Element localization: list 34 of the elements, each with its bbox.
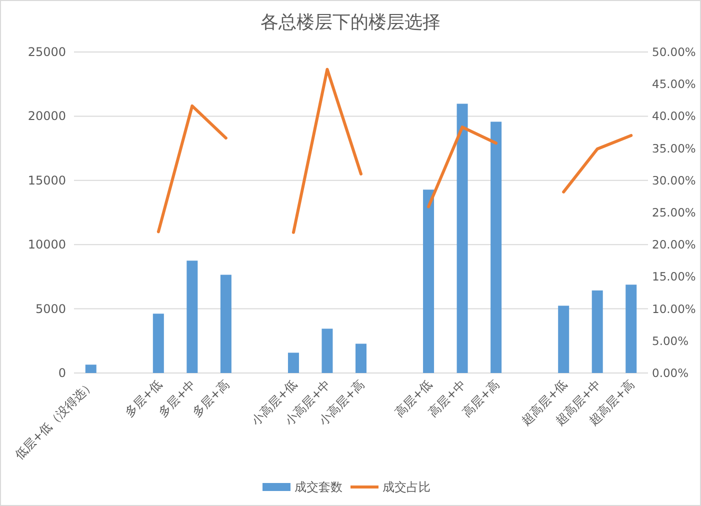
y2-tick-label: 35.00% xyxy=(652,141,696,156)
y2-tick-label: 50.00% xyxy=(652,45,696,59)
bar xyxy=(423,190,434,373)
y2-tick-label: 0.00% xyxy=(652,366,689,380)
y2-tick-label: 10.00% xyxy=(652,302,696,316)
y-tick-label: 25000 xyxy=(28,45,66,59)
y2-tick-label: 30.00% xyxy=(652,173,696,188)
y-tick-label: 20000 xyxy=(28,109,66,124)
bar xyxy=(626,284,637,373)
bar xyxy=(322,328,333,373)
y2-tick-label: 25.00% xyxy=(652,206,696,220)
y2-tick-label: 20.00% xyxy=(652,238,696,252)
bar xyxy=(220,274,232,373)
bar xyxy=(85,364,96,373)
bar xyxy=(558,306,570,373)
bar xyxy=(490,122,502,373)
y-tick-label: 0 xyxy=(58,366,66,380)
y2-tick-label: 45.00% xyxy=(652,77,696,92)
bar xyxy=(592,290,603,373)
bar xyxy=(152,314,164,373)
y2-tick-label: 5.00% xyxy=(652,334,689,348)
bar xyxy=(456,104,468,373)
legend-label: 成交占比 xyxy=(382,480,430,494)
bar xyxy=(186,260,198,373)
y2-tick-label: 15.00% xyxy=(652,270,696,284)
y-tick-label: 10000 xyxy=(28,238,66,252)
bar xyxy=(288,352,299,373)
chart-title: 各总楼层下的楼层选择 xyxy=(260,12,440,33)
legend-label: 成交套数 xyxy=(294,480,342,494)
bar xyxy=(356,344,366,373)
y-tick-label: 15000 xyxy=(28,173,66,188)
x-tick-label: 低层+低（没得选） xyxy=(12,377,98,462)
y-tick-label: 5000 xyxy=(35,302,66,316)
y2-tick-label: 40.00% xyxy=(652,109,696,124)
